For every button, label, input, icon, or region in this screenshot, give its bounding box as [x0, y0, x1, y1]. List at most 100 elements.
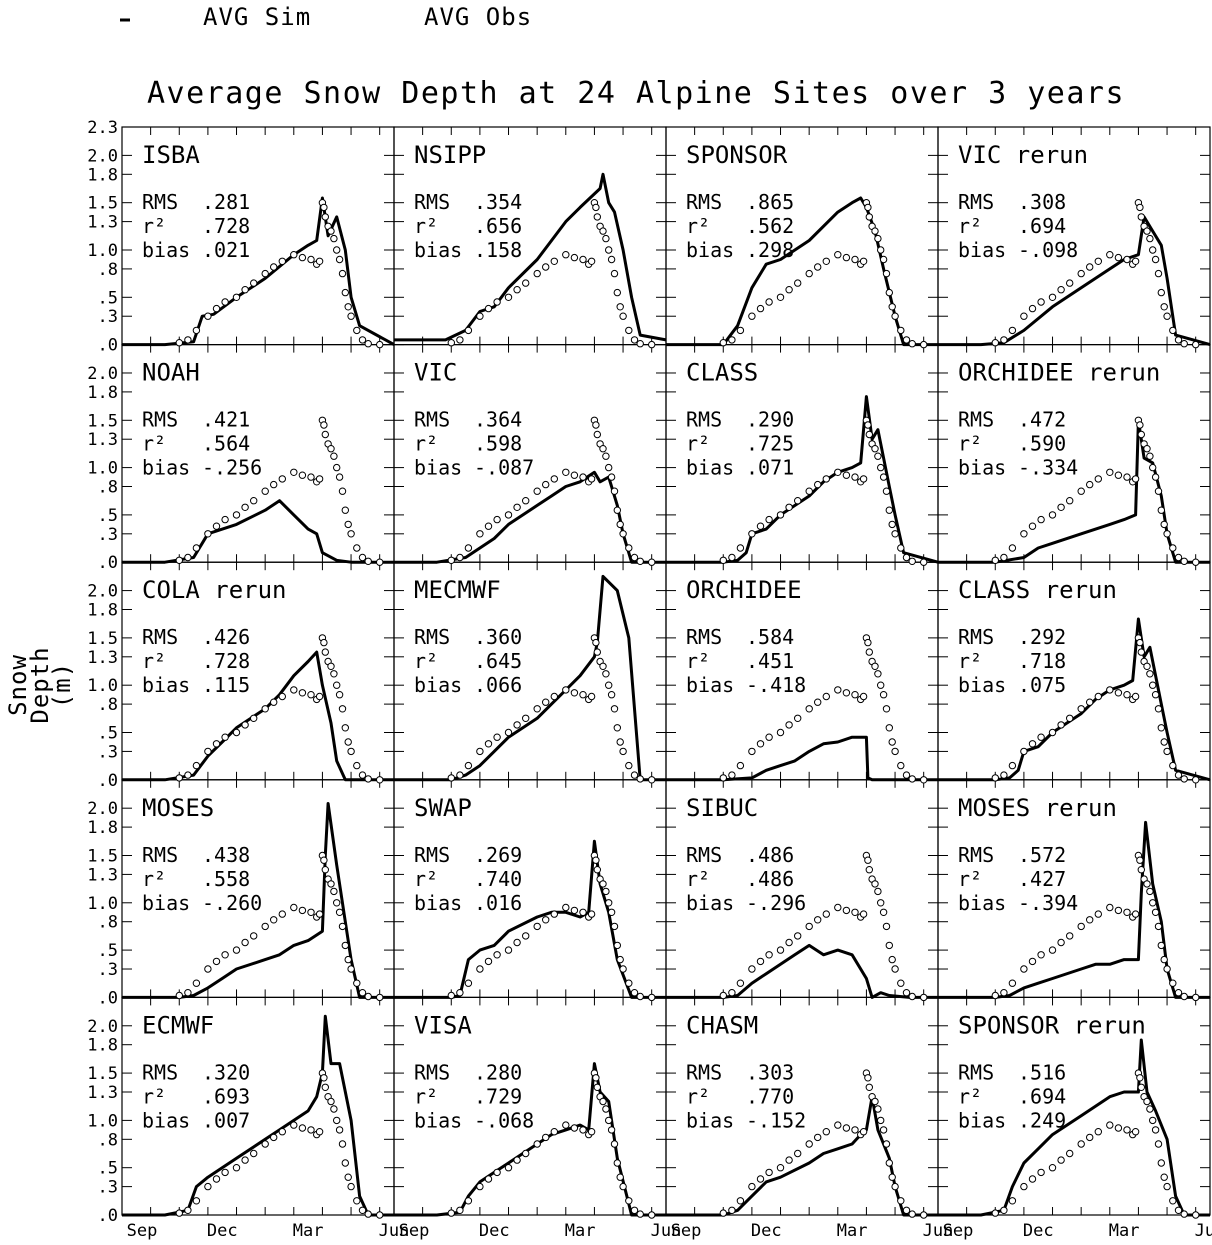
panel-stat-label: RMS — [142, 190, 178, 214]
obs-point — [607, 255, 616, 264]
obs-point — [1180, 557, 1188, 565]
obs-point — [376, 340, 384, 349]
obs-point — [1146, 887, 1154, 896]
obs-point — [192, 544, 201, 552]
obs-point — [192, 979, 201, 987]
obs-point — [522, 497, 530, 505]
obs-point — [1151, 473, 1160, 481]
obs-point — [232, 1164, 241, 1172]
panel-stat-value: -.418 — [746, 673, 806, 697]
panel-stat-label: bias — [686, 673, 734, 697]
obs-point — [347, 747, 355, 756]
obs-point — [822, 257, 830, 265]
sim-series-line — [938, 820, 1210, 999]
obs-point — [358, 771, 367, 779]
panel-stat-label: r² — [142, 1084, 166, 1108]
y-tick-label: .5 — [98, 288, 118, 308]
x-tick-label: Jun — [1195, 1221, 1212, 1241]
panel-stat-label: RMS — [142, 408, 178, 432]
obs-point — [748, 530, 756, 538]
obs-point — [307, 691, 315, 699]
obs-point — [842, 1124, 851, 1132]
panel-stat-value: .016 — [474, 891, 522, 915]
obs-point — [610, 705, 619, 713]
panel-stat-label: r² — [958, 649, 982, 673]
obs-point — [522, 932, 530, 940]
obs-point — [570, 1124, 579, 1132]
panel-model-name: VIC — [414, 359, 457, 387]
obs-point — [335, 908, 344, 916]
obs-point — [1048, 511, 1057, 519]
obs-point — [1048, 946, 1057, 954]
obs-point — [1037, 733, 1045, 741]
obs-point — [344, 520, 352, 529]
panel-stat-value: .021 — [202, 238, 250, 262]
obs-point — [822, 692, 830, 701]
obs-point — [842, 906, 851, 915]
sim-series-line — [938, 418, 1210, 564]
obs-point — [1086, 480, 1094, 489]
panel-stat-value: .728 — [202, 214, 250, 238]
panel-stat-value: .007 — [202, 1108, 250, 1132]
obs-point — [619, 530, 627, 538]
panel-stat-label: bias — [686, 891, 734, 915]
y-tick-label: 1.0 — [87, 459, 118, 479]
panel-stat-value: .290 — [746, 408, 794, 432]
x-tick-label: Mar — [293, 1221, 324, 1241]
obs-point — [504, 511, 513, 519]
panel-stat-value: .281 — [202, 190, 250, 214]
obs-point — [212, 522, 221, 530]
obs-point — [241, 1156, 249, 1164]
obs-point — [908, 557, 916, 565]
obs-point — [1131, 475, 1140, 483]
y-tick-label: .5 — [98, 723, 118, 743]
obs-point — [625, 326, 633, 335]
obs-point — [1169, 761, 1177, 770]
obs-point — [891, 312, 899, 320]
obs-point — [447, 991, 455, 1000]
panel-stat-label: r² — [142, 867, 166, 891]
obs-point — [327, 227, 335, 235]
panel-stat-label: RMS — [142, 843, 178, 867]
obs-point — [330, 887, 338, 896]
y-tick-label: .3 — [98, 525, 118, 545]
obs-point — [1000, 771, 1008, 779]
obs-point — [851, 473, 859, 481]
obs-point — [874, 1105, 882, 1113]
obs-point — [756, 1175, 765, 1183]
obs-point — [756, 304, 765, 313]
x-tick-label: Sep — [671, 1221, 702, 1241]
obs-point — [1008, 761, 1017, 770]
obs-point — [1163, 747, 1171, 756]
obs-point — [570, 471, 579, 479]
obs-point — [327, 1097, 335, 1106]
obs-point — [1008, 326, 1017, 335]
panel-model-name: ISBA — [142, 141, 200, 169]
obs-point — [1131, 692, 1140, 701]
obs-point — [1131, 257, 1140, 265]
obs-point — [748, 747, 756, 756]
obs-point — [456, 1206, 464, 1215]
obs-point — [175, 991, 184, 1000]
obs-point — [882, 705, 891, 713]
obs-point — [864, 203, 872, 212]
obs-point — [1149, 899, 1157, 907]
panel-stat-value: .075 — [1018, 673, 1066, 697]
obs-point — [204, 1182, 212, 1191]
obs-point — [776, 946, 785, 954]
obs-point — [636, 1210, 644, 1218]
panel-stat-label: r² — [958, 214, 982, 238]
obs-point — [522, 1149, 530, 1158]
obs-point — [376, 993, 384, 1002]
obs-point — [175, 339, 184, 347]
obs-point — [221, 1168, 229, 1177]
panel-model-name: VIC rerun — [958, 141, 1088, 169]
obs-point — [785, 286, 793, 294]
obs-point — [522, 714, 530, 722]
obs-point — [1154, 922, 1163, 931]
obs-point — [885, 1159, 893, 1167]
obs-point — [1137, 213, 1146, 221]
sim-series-line — [394, 172, 667, 342]
panel-stat-value: .115 — [202, 673, 250, 697]
obs-point — [513, 721, 521, 729]
